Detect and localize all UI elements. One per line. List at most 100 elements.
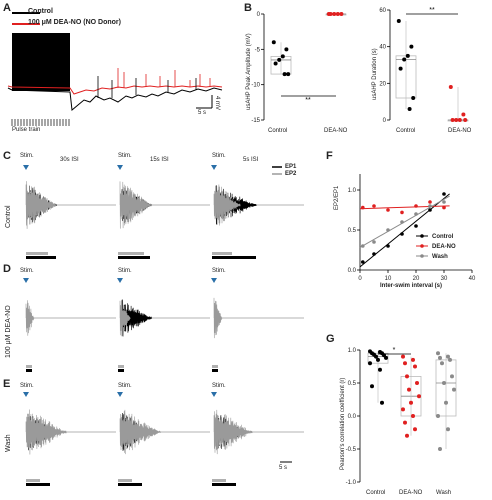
g-point-0-7 [384,355,388,360]
panel-label-e: E [3,378,11,390]
ep2-duration-bar-e1 [26,479,40,482]
g-point-1-7 [417,394,421,399]
deano-trace [7,85,223,95]
b1-point-0-1 [284,47,289,52]
f-ylabel: EP2/EP1 [334,185,340,210]
g-point-1-13 [405,433,409,438]
g-ylabel: Pearson's correlation coefficient (r) [340,377,346,470]
stim-marker-d3 [211,278,217,283]
b1-point-0-0 [271,40,276,45]
deano-spikes [117,68,211,88]
g-point-0-6 [374,354,378,359]
stim-marker-e1 [23,392,29,397]
g-point-2-5 [450,374,454,379]
e-scale-label: 5 s [279,465,288,471]
stim-label-c2: Stim. [118,153,132,159]
f-point-0-1 [372,252,376,256]
ep2-label: EP2 [285,171,297,177]
stim-marker-e2 [117,392,123,397]
b1-ytick-label-2: -10 [251,83,260,89]
ep2-trace-e3 [213,409,253,455]
g-point-2-8 [444,400,448,405]
f-point-2-5 [428,204,432,208]
panel-b-duration-chart: 0 20 40 60 ** [379,7,469,124]
f-xtick-label-3: 30 [441,276,448,282]
stim-marker-c3 [211,165,217,170]
ep2-duration-bar-d3 [212,365,218,368]
isi-label-5: 5s ISI [243,157,259,163]
legend-control-label: Control [28,8,53,15]
g-point-2-7 [452,387,456,392]
pulse-train-label: Pulse train [12,127,41,133]
ep-legend-swatches [272,166,282,175]
ep2-trace-c2 [119,181,153,229]
f-fit-line-2 [359,195,450,248]
stim-marker-e3 [211,392,217,397]
panel-label-g: G [326,333,335,345]
ep1-duration-bar-e3 [212,483,236,486]
b2-point-0-2 [405,53,410,58]
g-point-1-1 [411,357,415,362]
ep2-duration-bar-c3 [212,252,232,255]
g-point-2-3 [448,357,452,362]
stim-label-e1: Stim. [20,383,34,389]
b2-point-0-0 [396,19,401,23]
stim-label-c1: Stim. [20,153,34,159]
b2-ytick-label-3: 60 [379,8,386,14]
g-point-2-9 [436,414,440,418]
g-ytick-label-1: 0.5 [348,381,357,387]
b2-point-0-3 [402,57,407,62]
ep2-trace-e2 [119,409,161,455]
g-point-0-9 [368,361,372,366]
g-point-0-11 [370,384,374,389]
ep1-duration-bar-e1 [26,483,50,486]
ep2-duration-bar-e3 [212,479,226,482]
f-ytick-label-2: 1.0 [348,188,357,194]
g-xcat-control: Control [366,490,386,496]
g-point-2-10 [446,427,450,432]
stim-label-c3: Stim. [212,153,226,159]
stim-marker-c1 [23,165,29,170]
stim-marker-c2 [117,165,123,170]
ep2-trace-d1 [25,300,35,336]
control-trace [7,87,223,111]
isi-label-15: 15s ISI [150,157,169,163]
ep2-trace-c3 [213,184,241,226]
f-point-0-6 [442,192,446,196]
panel-label-d: D [3,263,11,275]
b2-sig-label: ** [429,7,435,14]
b2-ytick-label-0: 0 [383,118,387,124]
f-point-2-3 [400,220,404,224]
ep1-label: EP1 [285,164,297,170]
b2-ytick-label-1: 20 [379,81,386,87]
g-point-2-4 [440,361,444,366]
g-point-2-0 [436,351,440,356]
stim-label-d2: Stim. [118,268,132,274]
f-point-2-2 [386,228,390,232]
g-point-2-2 [438,355,442,360]
ep1-duration-bar-e2 [118,483,142,486]
ep1-duration-bar-d3 [212,369,218,372]
f-point-0-2 [386,244,390,248]
stim-marker-d1 [23,278,29,283]
control-spikes [97,76,197,98]
b2-point-1-4 [450,118,455,122]
ep1-duration-bar-d2 [118,369,124,372]
b1-point-1-4 [328,12,333,16]
f-ytick-label-1: 0.5 [348,228,357,234]
g-point-0-10 [378,367,382,372]
b2-point-1-2 [457,118,462,122]
f-xtick-label-2: 20 [413,276,420,282]
ep1-duration-bar-d1 [26,369,32,372]
ep2-duration-bar-c1 [26,252,48,255]
f-point-0-4 [414,224,418,228]
f-legend-marker-1 [420,244,424,248]
b1-ytick-label-1: -5 [255,47,261,53]
g-sig-label: * [393,347,396,354]
b2-point-1-0 [448,85,453,89]
f-point-1-2 [386,208,390,212]
f-legend-deano: DEA-NO [432,244,456,250]
f-fit-line-1 [359,205,450,210]
g-point-1-2 [403,361,407,366]
b1-point-1-1 [339,12,344,16]
